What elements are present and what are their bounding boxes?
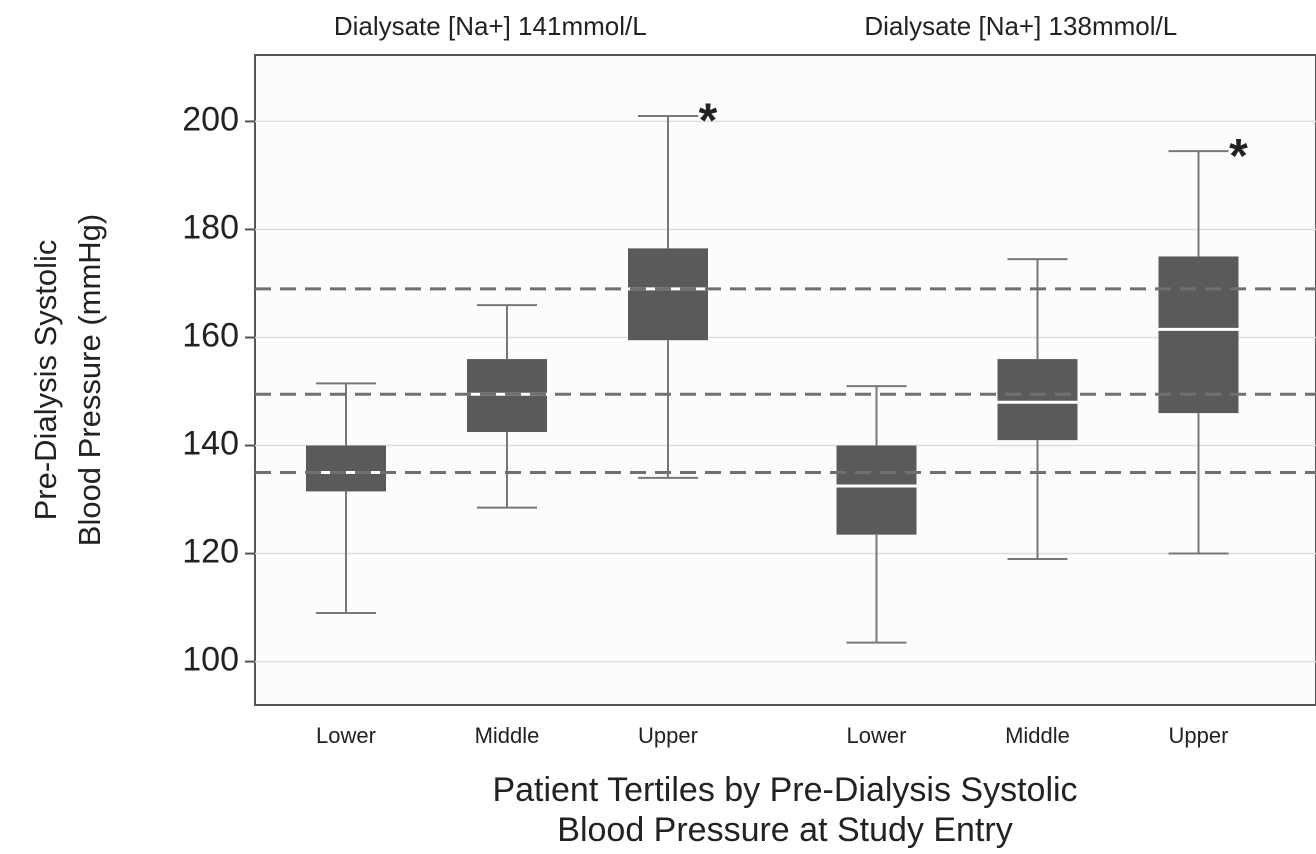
x-tick-label: Lower xyxy=(316,723,376,748)
significance-marker: * xyxy=(1229,130,1248,183)
group-title: Dialysate [Na+] 141mmol/L xyxy=(334,11,647,41)
y-axis-label: Blood Pressure (mmHg) xyxy=(72,214,107,546)
y-tick-label: 120 xyxy=(182,533,239,571)
x-tick-label: Middle xyxy=(475,723,540,748)
x-axis-label: Patient Tertiles by Pre-Dialysis Systoli… xyxy=(492,771,1077,809)
y-tick-label: 200 xyxy=(182,100,239,138)
box xyxy=(836,445,917,535)
box xyxy=(997,359,1078,441)
x-axis-label: Blood Pressure at Study Entry xyxy=(557,811,1012,849)
plot-area xyxy=(254,54,1316,706)
box xyxy=(306,445,386,492)
y-tick-label: 140 xyxy=(182,425,239,463)
group-title: Dialysate [Na+] 138mmol/L xyxy=(864,11,1177,41)
x-tick-label: Upper xyxy=(638,723,698,748)
y-axis-label: Pre-Dialysis Systolic xyxy=(28,240,63,521)
box xyxy=(1158,256,1239,414)
x-tick-label: Lower xyxy=(847,723,907,748)
y-tick-label: 160 xyxy=(182,316,239,354)
y-tick-label: 180 xyxy=(182,208,239,246)
y-tick-label: 100 xyxy=(182,641,239,679)
x-tick-label: Upper xyxy=(1169,723,1229,748)
x-tick-label: Middle xyxy=(1005,723,1070,748)
box xyxy=(628,248,708,341)
significance-marker: * xyxy=(699,95,718,148)
